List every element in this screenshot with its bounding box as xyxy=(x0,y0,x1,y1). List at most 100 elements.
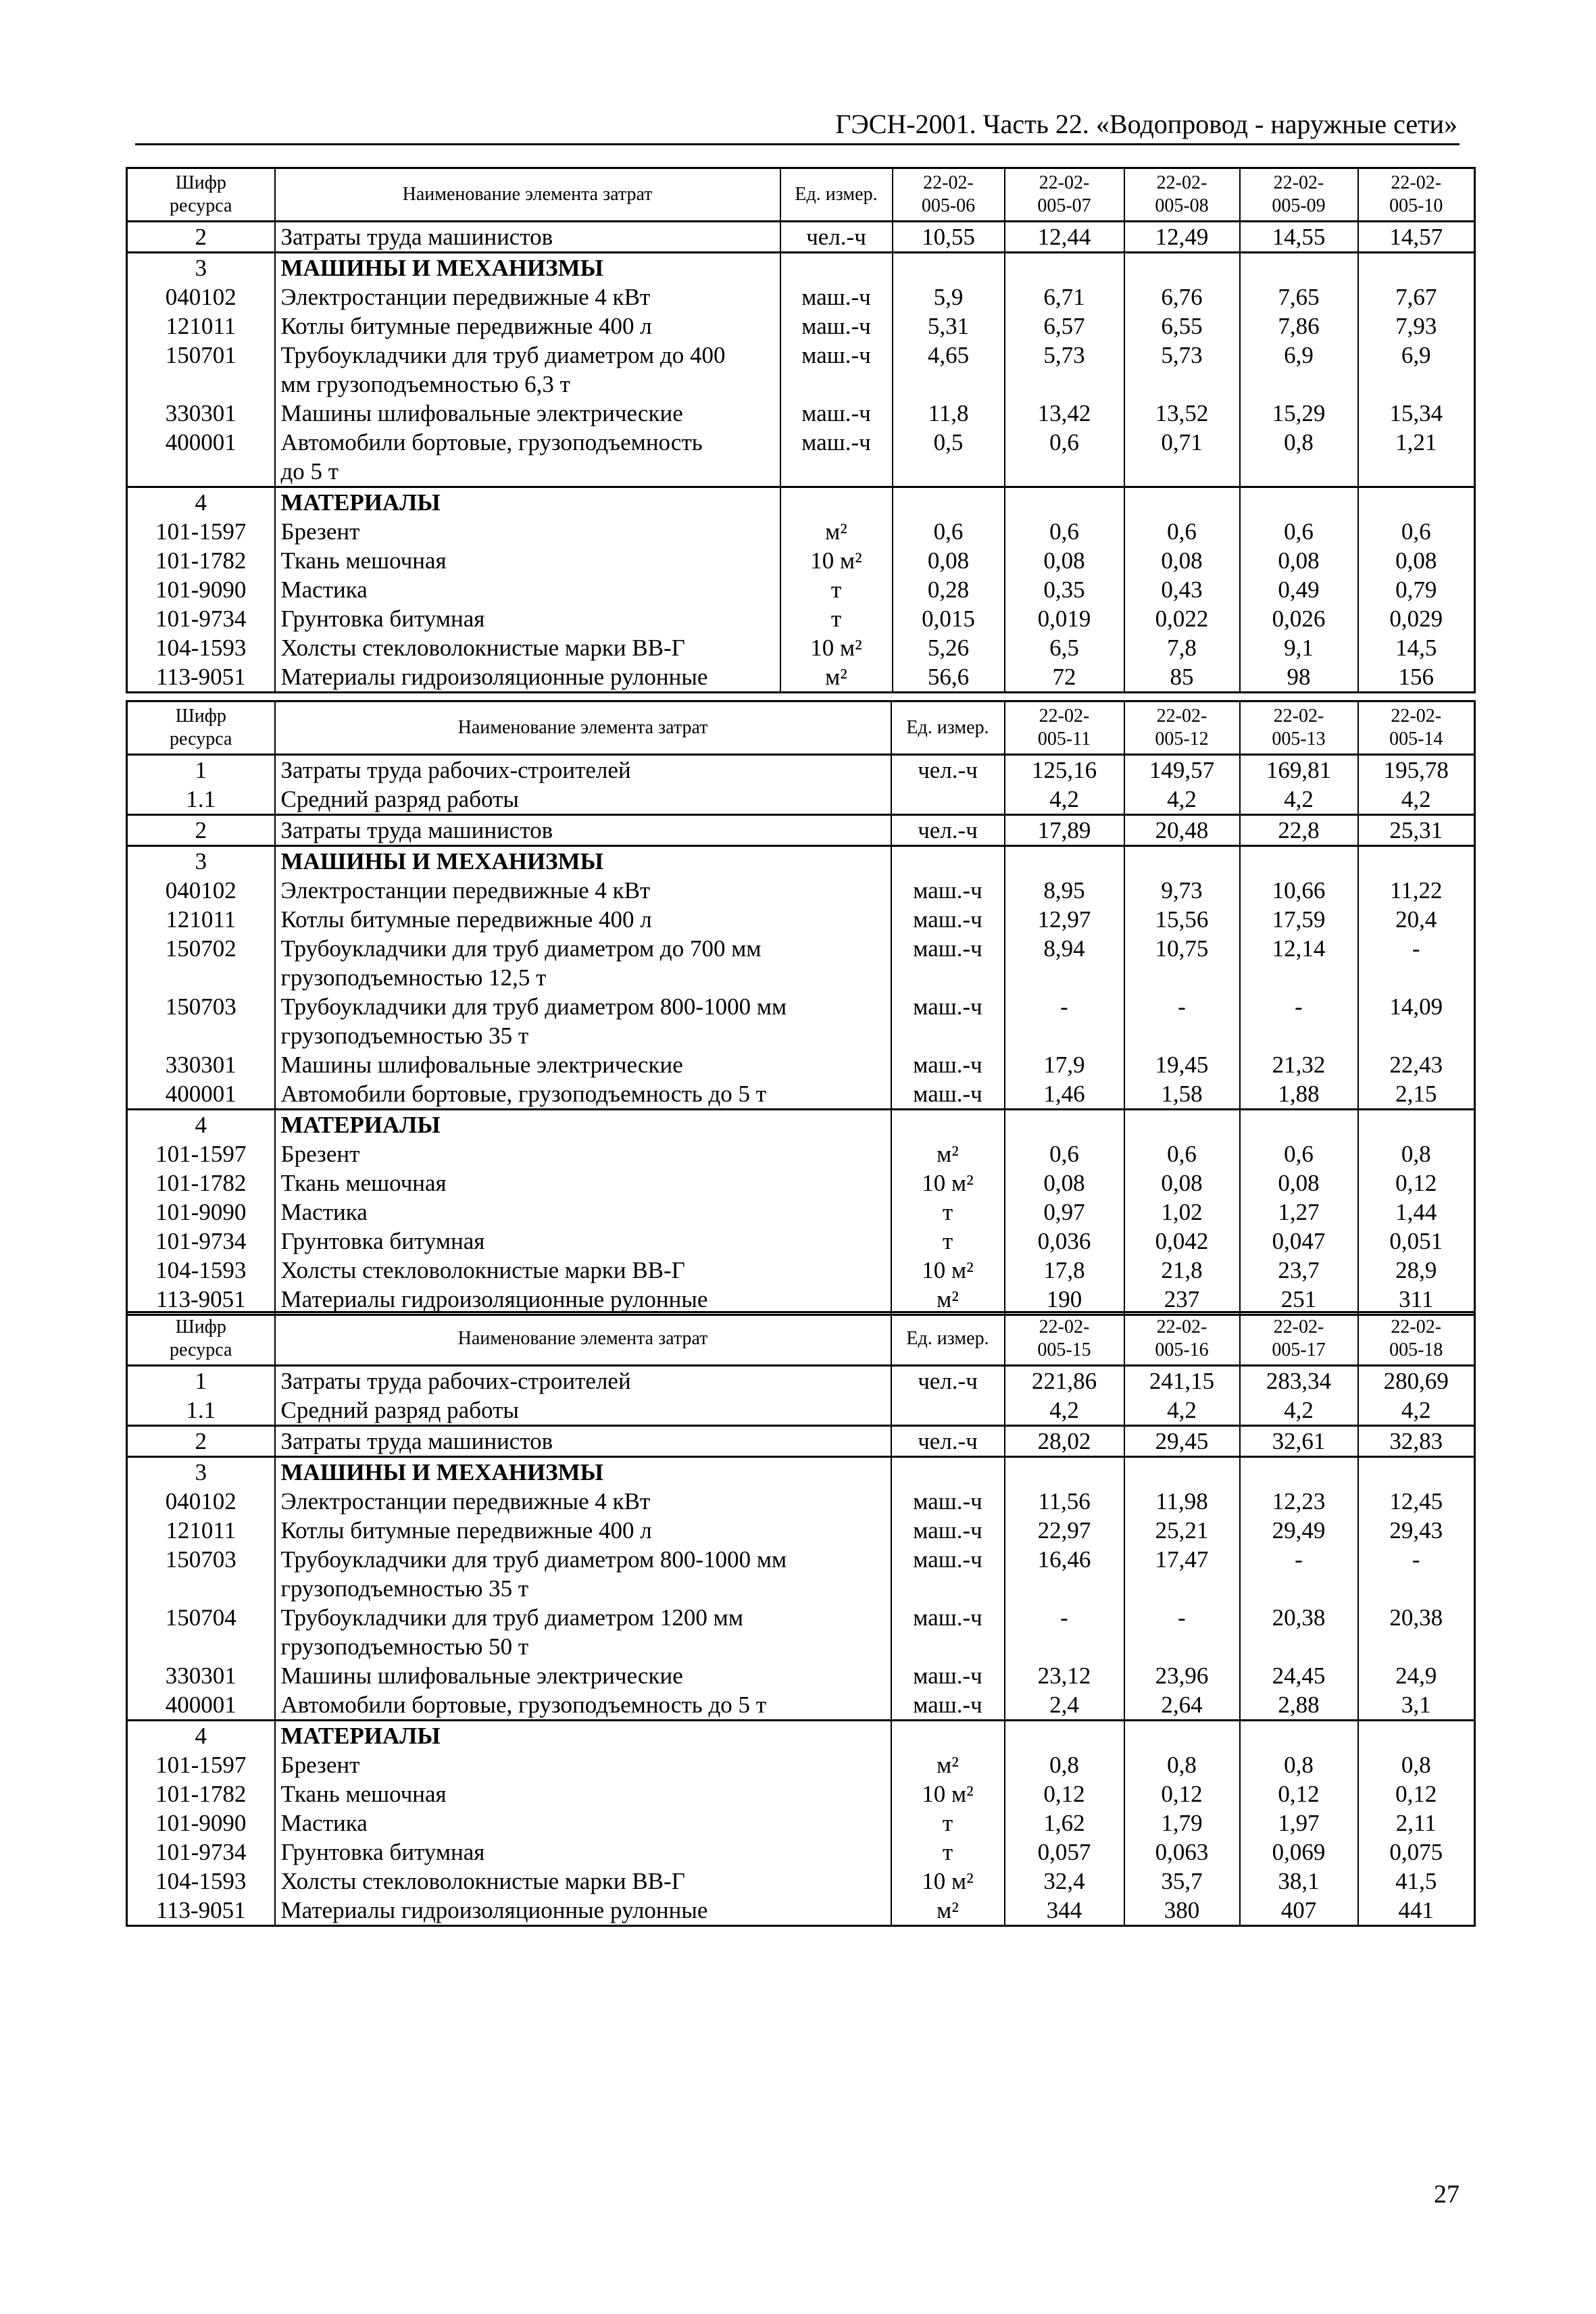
value-cell: 251 xyxy=(1239,1285,1359,1315)
value-cell: 0,6 xyxy=(1357,517,1476,546)
cost-element-name: Затраты труда рабочих-строителей xyxy=(274,1365,892,1396)
unit: 10 м² xyxy=(890,1256,1005,1285)
value-cell: 5,26 xyxy=(891,633,1005,662)
unit: м² xyxy=(779,517,893,546)
table-header-row: Шифр ресурса Наименование элемента затрат… xyxy=(126,168,1476,222)
value-cell: 0,97 xyxy=(1003,1198,1125,1227)
value-cell: 11,22 xyxy=(1357,876,1476,905)
cost-element-name: Мастика xyxy=(274,1198,892,1227)
table-row: 1 Затраты труда рабочих-строителей чел.-ч 1… xyxy=(126,754,1476,785)
unit: маш.-ч xyxy=(890,1050,1005,1079)
value-cell: 0,6 xyxy=(1003,517,1125,546)
value-cell: 0,057 xyxy=(1003,1838,1125,1867)
value-cell: 13,52 xyxy=(1123,399,1241,428)
cost-element-name: Котлы битумные передвижные 400 л xyxy=(274,905,892,934)
value-cell: 7,67 xyxy=(1357,282,1476,312)
value-cell: - xyxy=(1123,992,1241,1050)
unit: чел.-ч xyxy=(890,1365,1005,1396)
header-norm-code: 22-02- 005-12 xyxy=(1123,701,1241,756)
value-cell: 12,14 xyxy=(1239,934,1359,992)
value-cell: 0,051 xyxy=(1357,1227,1476,1256)
value-cell: 2,64 xyxy=(1123,1690,1241,1721)
value-cell: 28,02 xyxy=(1003,1425,1125,1457)
value-cell: 1,58 xyxy=(1123,1079,1241,1110)
table-row: 3 МАШИНЫ И МЕХАНИЗМЫ xyxy=(126,845,1476,876)
cost-element-name: МАТЕРИАЛЫ xyxy=(274,1109,892,1139)
value-cell xyxy=(1123,487,1241,517)
value-cell: 237 xyxy=(1123,1285,1241,1315)
value-cell: 38,1 xyxy=(1239,1867,1359,1896)
value-cell: 5,31 xyxy=(891,312,1005,341)
cost-element-name: Средний разряд работы xyxy=(274,785,892,815)
table-row: 1 Затраты труда рабочих-строителей чел.-ч 2… xyxy=(126,1365,1476,1396)
cost-element-name: Машины шлифовальные электрические xyxy=(274,399,781,428)
value-cell: 0,019 xyxy=(1003,604,1125,633)
value-cell: 25,21 xyxy=(1123,1516,1241,1545)
value-cell: 0,022 xyxy=(1123,604,1241,633)
unit: маш.-ч xyxy=(890,934,1005,992)
cost-element-name: Средний разряд работы xyxy=(274,1396,892,1426)
resource-code: 113-9051 xyxy=(126,662,276,693)
resource-code: 3 xyxy=(126,1456,276,1487)
resource-code: 121011 xyxy=(126,312,276,341)
value-cell: 380 xyxy=(1123,1896,1241,1926)
table-row: 121011 Котлы битумные передвижные 400 л ма… xyxy=(126,905,1476,934)
table-section: 1 Затраты труда рабочих-строителей чел.-ч 1… xyxy=(126,754,1476,815)
value-cell: 8,94 xyxy=(1003,934,1125,992)
table-section: 2 Затраты труда машинистов чел.-ч 17,89 20,4… xyxy=(126,814,1476,846)
resource-code: 101-1782 xyxy=(126,546,276,575)
value-cell: 0,08 xyxy=(1123,546,1241,575)
unit: маш.-ч xyxy=(890,1661,1005,1690)
cost-element-name: Материалы гидроизоляционные рулонные xyxy=(274,662,781,693)
cost-element-name: Брезент xyxy=(274,517,781,546)
cost-element-name: Электростанции передвижные 4 кВт xyxy=(274,1487,892,1516)
table-row: 330301 Машины шлифовальные электрические м… xyxy=(126,1050,1476,1079)
value-cell: 4,2 xyxy=(1123,785,1241,815)
table-section: 1 Затраты труда рабочих-строителей чел.-ч 2… xyxy=(126,1365,1476,1426)
value-cell: 190 xyxy=(1003,1285,1125,1315)
value-cell: 28,9 xyxy=(1357,1256,1476,1285)
cost-element-name: Трубоукладчики для труб диаметром 800-10… xyxy=(274,1545,892,1603)
value-cell: 0,6 xyxy=(1003,428,1125,487)
table-row: 101-9734 Грунтовка битумная т 0,057 0,063 0,0… xyxy=(126,1838,1476,1867)
value-cell: 11,98 xyxy=(1123,1487,1241,1516)
value-cell: 7,8 xyxy=(1123,633,1241,662)
unit: чел.-ч xyxy=(890,1425,1005,1457)
value-cell: 441 xyxy=(1357,1896,1476,1926)
value-cell xyxy=(1123,252,1241,282)
cost-element-name: МАТЕРИАЛЫ xyxy=(274,1720,892,1750)
header-norm-code: 22-02- 005-13 xyxy=(1239,701,1359,756)
value-cell: 20,38 xyxy=(1357,1603,1476,1661)
value-cell: 0,075 xyxy=(1357,1838,1476,1867)
cost-element-name: Котлы битумные передвижные 400 л xyxy=(274,312,781,341)
unit: маш.-ч xyxy=(890,876,1005,905)
cost-element-name: Трубоукладчики для труб диаметром 1200 м… xyxy=(274,1603,892,1661)
value-cell: 0,036 xyxy=(1003,1227,1125,1256)
value-cell: 1,62 xyxy=(1003,1808,1125,1838)
value-cell xyxy=(1003,1720,1125,1750)
value-cell: 0,6 xyxy=(1123,517,1241,546)
value-cell: 0,8 xyxy=(1357,1750,1476,1779)
value-cell: 283,34 xyxy=(1239,1365,1359,1396)
unit: м² xyxy=(890,1139,1005,1168)
cost-element-name: Электростанции передвижные 4 кВт xyxy=(274,282,781,312)
value-cell: - xyxy=(1003,992,1125,1050)
value-cell: 0,43 xyxy=(1123,575,1241,604)
resource-code: 101-9090 xyxy=(126,1808,276,1838)
value-cell xyxy=(1003,252,1125,282)
value-cell: 15,56 xyxy=(1123,905,1241,934)
value-cell xyxy=(891,487,1005,517)
resource-code: 101-1782 xyxy=(126,1168,276,1198)
value-cell: 6,71 xyxy=(1003,282,1125,312)
cost-element-name: Затраты труда машинистов xyxy=(274,814,892,846)
value-cell: 32,61 xyxy=(1239,1425,1359,1457)
resource-code: 104-1593 xyxy=(126,633,276,662)
value-cell: 23,96 xyxy=(1123,1661,1241,1690)
value-cell: 1,46 xyxy=(1003,1079,1125,1110)
value-cell: 10,55 xyxy=(891,221,1005,253)
unit: м² xyxy=(890,1285,1005,1315)
unit xyxy=(779,252,893,282)
resource-code: 3 xyxy=(126,252,276,282)
table-header-row: Шифр ресурса Наименование элемента затрат… xyxy=(126,701,1476,756)
table-section: 3 МАШИНЫ И МЕХАНИЗМЫ 040102 Электростанции … xyxy=(126,845,1476,1110)
